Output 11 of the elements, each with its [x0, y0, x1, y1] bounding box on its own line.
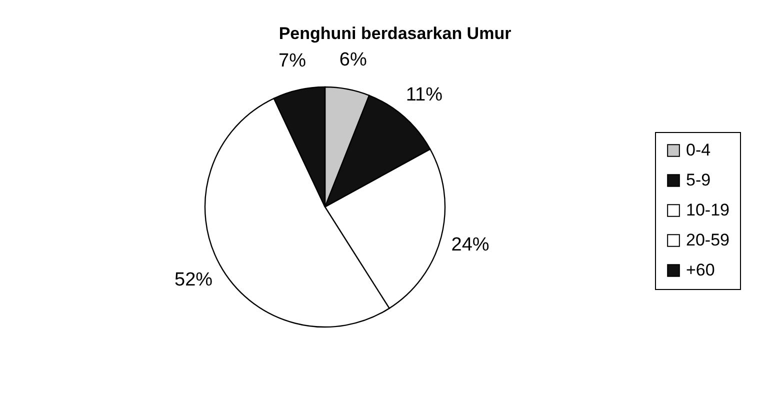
- legend-label: 0-4: [686, 140, 711, 160]
- legend-label: 20-59: [686, 230, 730, 250]
- data-label: 11%: [406, 84, 443, 106]
- legend-label: +60: [686, 260, 715, 280]
- chart-title: Penghuni berdasarkan Umur: [278, 24, 512, 43]
- legend-label: 5-9: [686, 170, 711, 190]
- data-label: 52%: [174, 269, 213, 290]
- data-label: 7%: [278, 50, 306, 72]
- data-label: 24%: [451, 234, 490, 256]
- legend-label: 10-19: [686, 200, 730, 220]
- data-label: 6%: [339, 50, 367, 71]
